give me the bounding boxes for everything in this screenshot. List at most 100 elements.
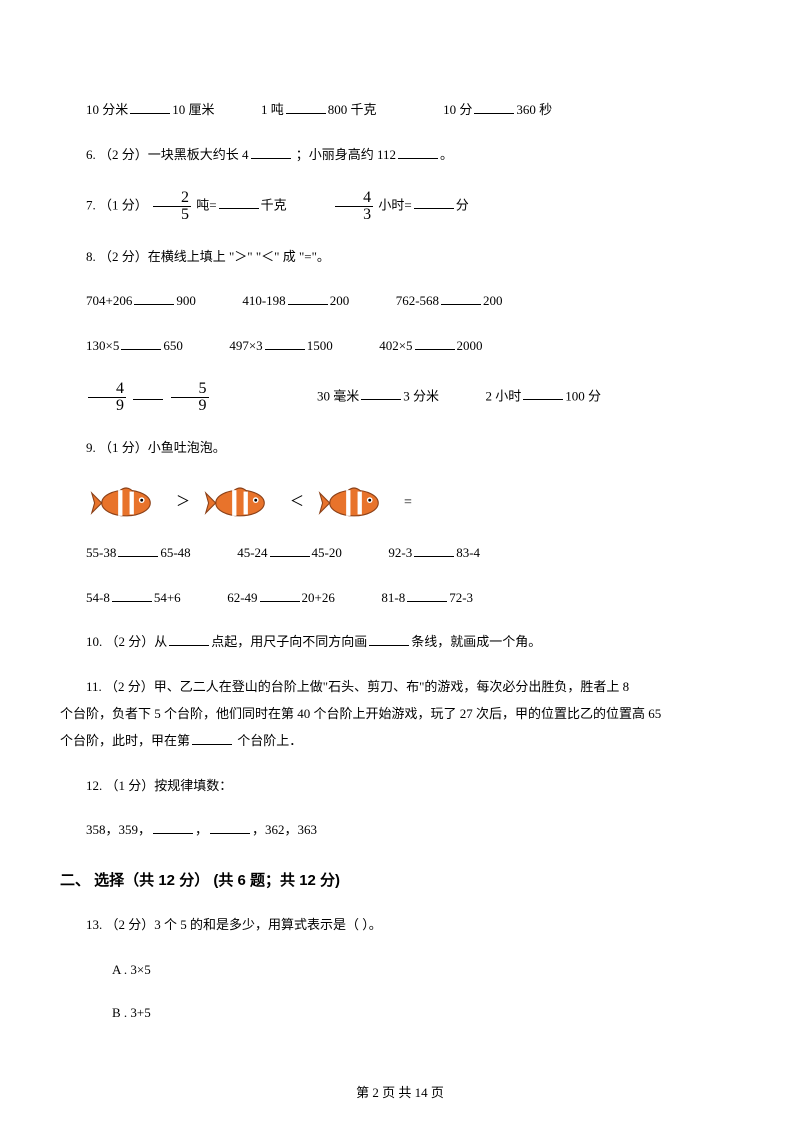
- text: 11. （2 分）甲、乙二人在登山的台阶上做"石头、剪刀、布"的游戏，每次必分出…: [86, 679, 629, 694]
- q8-r2: 130×5650 497×31500 402×52000: [60, 336, 740, 357]
- text: 9. （1 分）小鱼吐泡泡。: [86, 440, 226, 455]
- text: 20+26: [302, 590, 335, 605]
- text: 100 分: [565, 388, 601, 403]
- text: 千克: [261, 197, 287, 212]
- text: 7. （1 分）: [86, 197, 148, 212]
- text: 1500: [307, 338, 333, 353]
- text: 1 吨: [261, 102, 284, 117]
- text: A . 3×5: [112, 962, 151, 977]
- text: 小时=: [378, 197, 411, 212]
- q9-r1: 55-38 65-48 45-24 45-20 92-3 83-4: [60, 543, 740, 564]
- text: 3 分米: [403, 388, 439, 403]
- num: 5: [171, 381, 209, 397]
- blank: [414, 543, 454, 557]
- q5-row: 10 分米10 厘米 1 吨800 千克 10 分360 秒: [60, 100, 740, 121]
- text: 92-3: [388, 545, 412, 560]
- text: 130×5: [86, 338, 119, 353]
- text: 402×5: [379, 338, 412, 353]
- blank: [286, 100, 326, 114]
- blank: [523, 386, 563, 400]
- blank: [415, 336, 455, 350]
- text: 第 2 页 共 14 页: [356, 1085, 444, 1100]
- text: 900: [176, 293, 196, 308]
- num: 4: [335, 190, 373, 206]
- blank: [219, 195, 259, 209]
- q12-seq: 358，359，，，362，363: [60, 820, 740, 841]
- text: 条线，就画成一个角。: [411, 634, 541, 649]
- fraction: 43: [335, 190, 373, 223]
- q11-l2: 个台阶，负者下 5 个台阶，他们同时在第 40 个台阶上开始游戏，玩了 27 次…: [60, 704, 740, 725]
- fish-icon: [318, 483, 390, 523]
- text: 704+206: [86, 293, 132, 308]
- text: ，362，363: [252, 822, 317, 837]
- text: 83-4: [456, 545, 480, 560]
- q8-r3: 49 59 30 毫米3 分米 2 小时100 分: [60, 381, 740, 414]
- fraction: 49: [88, 381, 126, 414]
- text: 650: [163, 338, 183, 353]
- blank: [112, 588, 152, 602]
- text: 二、 选择（共 12 分） (共 6 题；共 12 分): [60, 872, 340, 889]
- text: 410-198: [242, 293, 285, 308]
- text: 72-3: [449, 590, 473, 605]
- text: 358，359，: [86, 822, 151, 837]
- text: 45-24: [237, 545, 267, 560]
- text: 吨=: [196, 197, 216, 212]
- page-content: 10 分米10 厘米 1 吨800 千克 10 分360 秒 6. （2 分）一…: [0, 0, 800, 1086]
- text: 45-20: [312, 545, 342, 560]
- den: 9: [88, 397, 126, 414]
- blank: [407, 588, 447, 602]
- blank: [361, 386, 401, 400]
- blank: [133, 386, 163, 400]
- den: 3: [335, 206, 373, 223]
- text: B . 3+5: [112, 1005, 151, 1020]
- q13-stem: 13. （2 分）3 个 5 的和是多少，用算式表示是（ ）。: [60, 915, 740, 936]
- text: 个台阶，此时，甲在第: [60, 733, 190, 748]
- blank: [441, 291, 481, 305]
- blank: [134, 291, 174, 305]
- q11-l1: 11. （2 分）甲、乙二人在登山的台阶上做"石头、剪刀、布"的游戏，每次必分出…: [60, 677, 740, 698]
- blank: [260, 588, 300, 602]
- text: 个台阶上．: [234, 733, 302, 748]
- blank: [192, 731, 232, 745]
- den: 9: [171, 397, 209, 414]
- text: 个台阶，负者下 5 个台阶，他们同时在第 40 个台阶上开始游戏，玩了 27 次…: [60, 706, 661, 721]
- text: 55-38: [86, 545, 116, 560]
- eq-symbol: =: [404, 492, 412, 514]
- lt-symbol: ＜: [290, 492, 304, 514]
- text: 200: [330, 293, 350, 308]
- text: 800 千克: [328, 102, 377, 117]
- num: 2: [153, 190, 191, 206]
- fish-icon: [204, 483, 276, 523]
- text: 13. （2 分）3 个 5 的和是多少，用算式表示是（ ）。: [86, 917, 382, 932]
- blank: [474, 100, 514, 114]
- text: 65-48: [160, 545, 190, 560]
- fish-icon: [90, 483, 162, 523]
- blank: [270, 543, 310, 557]
- q7: 7. （1 分） 25 吨=千克 43 小时=分: [60, 190, 740, 223]
- text: 点起，用尺子向不同方向画: [211, 634, 367, 649]
- blank: [369, 632, 409, 646]
- text: 762-568: [396, 293, 439, 308]
- blank: [130, 100, 170, 114]
- gt-symbol: ＞: [176, 492, 190, 514]
- page-footer: 第 2 页 共 14 页: [0, 1083, 800, 1104]
- text: 10. （2 分）从: [86, 634, 167, 649]
- blank: [121, 336, 161, 350]
- section2-title: 二、 选择（共 12 分） (共 6 题；共 12 分): [60, 869, 740, 893]
- num: 4: [88, 381, 126, 397]
- blank: [265, 336, 305, 350]
- fraction: 25: [153, 190, 191, 223]
- text: 8. （2 分）在横线上填上 "＞" "＜" 成 "="。: [86, 249, 330, 264]
- q8-title: 8. （2 分）在横线上填上 "＞" "＜" 成 "="。: [60, 247, 740, 268]
- q11-l3: 个台阶，此时，甲在第 个台阶上．: [60, 731, 740, 752]
- blank: [169, 632, 209, 646]
- q9-r2: 54-854+6 62-4920+26 81-872-3: [60, 588, 740, 609]
- text: 360 秒: [516, 102, 552, 117]
- q12-title: 12. （1 分）按规律填数：: [60, 776, 740, 797]
- blank: [118, 543, 158, 557]
- blank: [153, 820, 193, 834]
- q10: 10. （2 分）从 点起，用尺子向不同方向画 条线，就画成一个角。: [60, 632, 740, 653]
- text: 10 分: [443, 102, 472, 117]
- fish-row: ＞ ＜ =: [90, 483, 740, 523]
- text: 12. （1 分）按规律填数：: [86, 778, 232, 793]
